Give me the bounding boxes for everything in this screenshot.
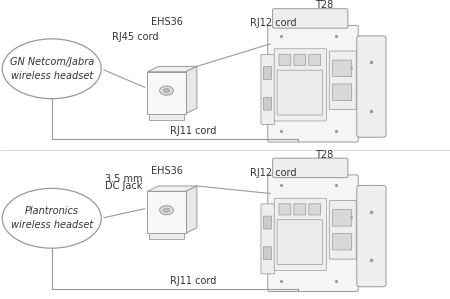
Text: RJ12 cord: RJ12 cord bbox=[250, 19, 296, 28]
FancyBboxPatch shape bbox=[148, 72, 186, 114]
Text: RJ12 cord: RJ12 cord bbox=[250, 168, 296, 178]
Circle shape bbox=[163, 89, 170, 93]
FancyBboxPatch shape bbox=[329, 51, 356, 110]
FancyBboxPatch shape bbox=[294, 54, 306, 65]
FancyBboxPatch shape bbox=[268, 175, 358, 292]
FancyBboxPatch shape bbox=[279, 204, 291, 215]
FancyBboxPatch shape bbox=[264, 247, 271, 260]
Text: RJ45 cord: RJ45 cord bbox=[112, 32, 158, 42]
FancyBboxPatch shape bbox=[148, 191, 186, 233]
FancyBboxPatch shape bbox=[357, 185, 386, 287]
FancyBboxPatch shape bbox=[357, 36, 386, 137]
Text: T28: T28 bbox=[315, 150, 333, 160]
FancyBboxPatch shape bbox=[333, 234, 352, 250]
FancyBboxPatch shape bbox=[309, 54, 320, 65]
Text: T28: T28 bbox=[315, 1, 333, 10]
Text: EHS36: EHS36 bbox=[151, 167, 182, 176]
Bar bbox=[149, 233, 184, 239]
Ellipse shape bbox=[2, 188, 101, 248]
Polygon shape bbox=[185, 66, 197, 114]
Circle shape bbox=[160, 206, 173, 215]
FancyBboxPatch shape bbox=[277, 70, 323, 115]
FancyBboxPatch shape bbox=[273, 9, 348, 28]
FancyBboxPatch shape bbox=[333, 60, 352, 77]
Text: 3.5 mm: 3.5 mm bbox=[105, 174, 143, 184]
Text: RJ11 cord: RJ11 cord bbox=[170, 276, 217, 286]
Circle shape bbox=[163, 208, 170, 212]
FancyBboxPatch shape bbox=[277, 220, 323, 265]
Text: wireless headset: wireless headset bbox=[11, 71, 93, 81]
Text: wireless headset: wireless headset bbox=[11, 220, 93, 231]
FancyBboxPatch shape bbox=[294, 204, 306, 215]
Polygon shape bbox=[148, 66, 197, 72]
Bar bbox=[149, 114, 184, 120]
Polygon shape bbox=[185, 186, 197, 233]
FancyBboxPatch shape bbox=[329, 201, 356, 259]
Circle shape bbox=[160, 86, 173, 95]
Text: Plantronics: Plantronics bbox=[25, 206, 79, 216]
FancyBboxPatch shape bbox=[274, 198, 326, 271]
FancyBboxPatch shape bbox=[279, 54, 291, 65]
FancyBboxPatch shape bbox=[333, 210, 352, 226]
FancyBboxPatch shape bbox=[261, 54, 274, 124]
Text: DC Jack: DC Jack bbox=[105, 181, 143, 191]
Text: EHS36: EHS36 bbox=[151, 17, 182, 27]
FancyBboxPatch shape bbox=[261, 204, 274, 274]
FancyBboxPatch shape bbox=[268, 25, 358, 142]
FancyBboxPatch shape bbox=[264, 67, 271, 80]
FancyBboxPatch shape bbox=[273, 158, 348, 178]
FancyBboxPatch shape bbox=[264, 216, 271, 229]
FancyBboxPatch shape bbox=[309, 204, 320, 215]
Text: RJ11 cord: RJ11 cord bbox=[170, 126, 217, 136]
FancyBboxPatch shape bbox=[264, 97, 271, 110]
FancyBboxPatch shape bbox=[333, 84, 352, 100]
Text: GN Netcom/Jabra: GN Netcom/Jabra bbox=[9, 57, 94, 67]
Ellipse shape bbox=[2, 39, 101, 99]
FancyBboxPatch shape bbox=[274, 49, 326, 121]
Polygon shape bbox=[148, 186, 197, 191]
